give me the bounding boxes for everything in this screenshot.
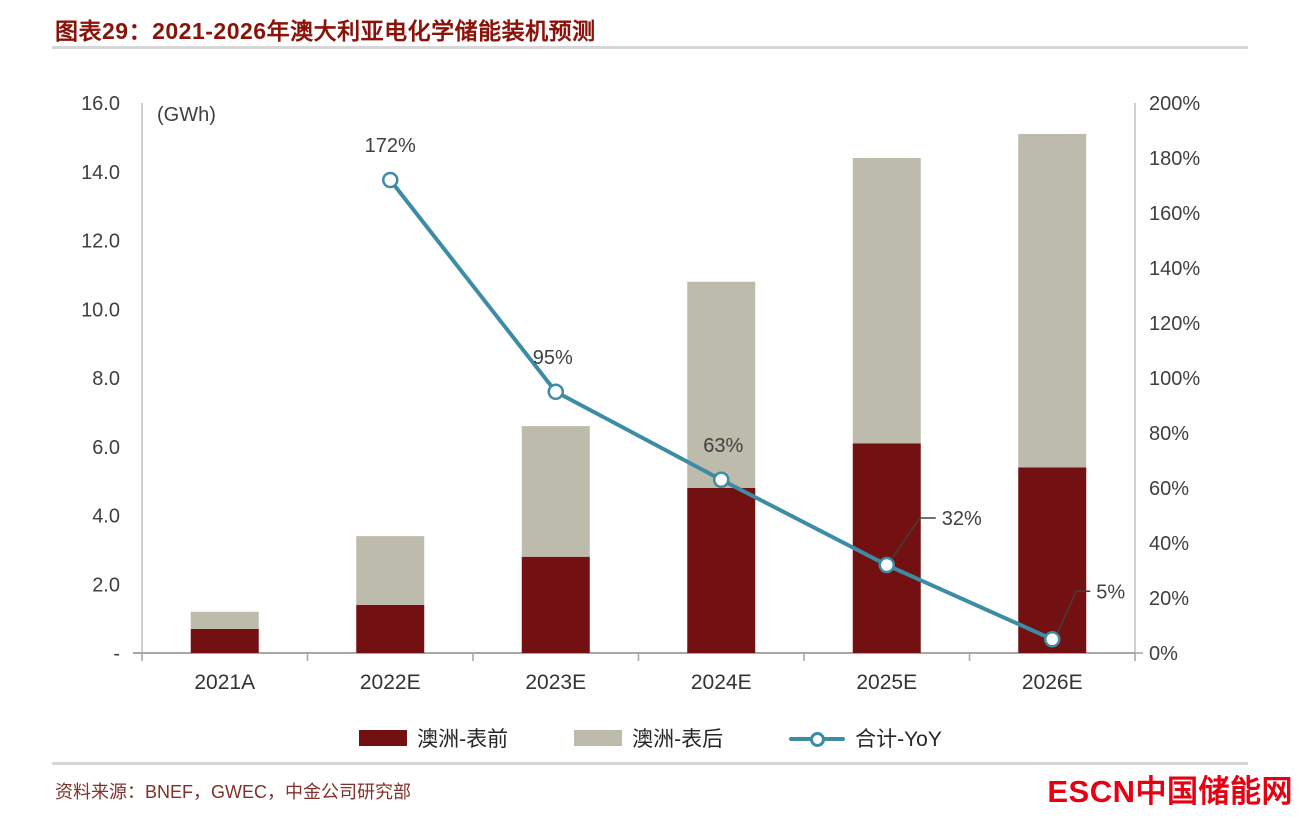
logo-name: 中国储能网 xyxy=(1135,774,1293,809)
logo-prefix: ESCN xyxy=(1047,774,1136,809)
legend-item-front: 澳洲-表前 xyxy=(359,723,508,753)
y-axis-right-label: 180% xyxy=(1149,148,1200,170)
y-axis-left-label: 6.0 xyxy=(92,437,120,459)
y-axis-right-label: 80% xyxy=(1149,423,1189,445)
y-axis-left-label: 4.0 xyxy=(92,506,120,528)
bar-front-segment xyxy=(852,443,921,653)
y-axis-right-label: 0% xyxy=(1149,643,1178,665)
bar-front-segment xyxy=(356,604,425,653)
footer-divider xyxy=(52,762,1248,765)
yoy-marker xyxy=(382,171,399,189)
bar-behind-segment xyxy=(190,611,259,629)
y-axis-left-label: 2.0 xyxy=(92,574,120,596)
bar-front-segment xyxy=(1018,467,1087,653)
legend-item-yoy: 合计-YoY xyxy=(789,723,942,753)
x-axis-label: 2023E xyxy=(525,671,586,694)
legend-label-yoy: 合计-YoY xyxy=(855,728,942,751)
yoy-data-label: 63% xyxy=(703,435,743,457)
yoy-data-label: 172% xyxy=(365,135,416,157)
page-title: 图表29：2021-2026年澳大利亚电化学储能装机预测 xyxy=(55,18,596,44)
yoy-data-label: 95% xyxy=(533,347,573,369)
chart-legend: 澳洲-表前 澳洲-表后 合计-YoY xyxy=(0,720,1301,756)
bar-front-segment xyxy=(687,488,756,653)
y-axis-right-label: 60% xyxy=(1149,478,1189,500)
title-divider xyxy=(52,46,1248,49)
y-axis-right-label: 200% xyxy=(1149,93,1200,115)
y-axis-left-label: 16.0 xyxy=(81,93,120,115)
source-note: 资料来源：BNEF，GWEC，中金公司研究部 xyxy=(55,782,411,802)
bar-behind-segment xyxy=(521,426,590,557)
escn-logo: ESCN中国储能网 xyxy=(1047,766,1293,811)
y-axis-left-label: 14.0 xyxy=(81,162,120,184)
bar-behind-segment xyxy=(356,536,425,605)
yoy-data-label: 32% xyxy=(942,508,982,530)
x-axis-label: 2021A xyxy=(194,671,255,694)
y-axis-right-label: 140% xyxy=(1149,258,1200,280)
y-axis-left-label: 8.0 xyxy=(92,368,120,390)
y-axis-left-label: - xyxy=(113,643,120,665)
y-axis-right-label: 160% xyxy=(1149,203,1200,225)
yoy-marker xyxy=(878,556,895,574)
yoy-marker xyxy=(1044,631,1061,648)
x-axis-label: 2025E xyxy=(856,671,917,694)
yoy-label-leader xyxy=(1056,590,1091,634)
yoy-marker xyxy=(547,383,564,400)
bar-behind-segment xyxy=(1018,133,1087,468)
y-axis-left-label: 10.0 xyxy=(81,299,120,321)
legend-label-front: 澳洲-表前 xyxy=(417,728,509,751)
legend-label-behind: 澳洲-表后 xyxy=(632,728,724,751)
legend-item-behind: 澳洲-表后 xyxy=(574,723,723,753)
y-axis-left-label: 12.0 xyxy=(81,231,120,253)
legend-swatch-behind xyxy=(574,730,623,746)
y-axis-right-label: 40% xyxy=(1149,533,1189,555)
y-axis-right-label: 20% xyxy=(1149,588,1189,610)
left-axis-unit-label: (GWh) xyxy=(157,104,216,126)
yoy-data-label: 5% xyxy=(1096,581,1125,603)
x-axis-label: 2024E xyxy=(691,671,752,694)
bar-behind-segment xyxy=(852,158,921,444)
bar-behind-segment xyxy=(687,281,756,488)
y-axis-right-label: 100% xyxy=(1149,368,1200,390)
x-axis-label: 2022E xyxy=(360,671,421,694)
bar-front-segment xyxy=(521,556,590,653)
legend-line-marker-icon xyxy=(789,731,846,747)
x-axis-label: 2026E xyxy=(1022,671,1083,694)
legend-swatch-front xyxy=(359,730,408,746)
yoy-label-leader xyxy=(891,517,936,560)
chart-canvas: - 2.0 4.0 6.0 8.0 10.0 12.0 14.0 16.0 0% 20% 40% 60%… xyxy=(81,93,1200,694)
y-axis-right-label: 120% xyxy=(1149,313,1200,335)
bar-front-segment xyxy=(190,628,259,653)
yoy-marker xyxy=(713,471,730,488)
